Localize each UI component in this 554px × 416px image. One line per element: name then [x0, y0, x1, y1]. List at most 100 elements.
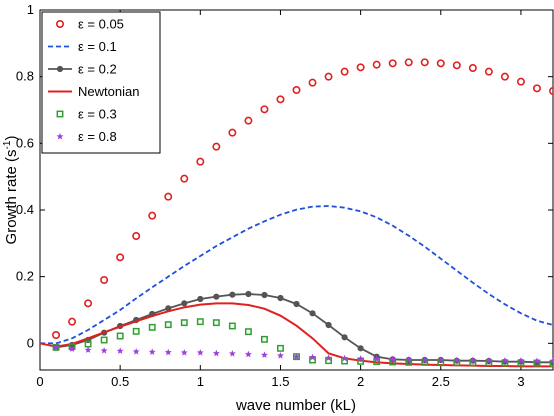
legend-entry: ε = 0.3 — [56, 107, 117, 122]
data-point — [181, 300, 188, 307]
data-point — [212, 142, 221, 151]
legend-label: ε = 0.05 — [78, 17, 124, 32]
data-point — [356, 63, 365, 72]
legend-label: ε = 0.1 — [78, 39, 117, 54]
data-point — [341, 334, 348, 341]
data-point — [196, 157, 205, 166]
data-point — [405, 356, 413, 363]
data-point — [132, 232, 141, 241]
data-point — [100, 336, 108, 344]
legend-entry: ε = 0.1 — [48, 39, 117, 54]
legend-label: ε = 0.3 — [78, 107, 117, 122]
data-point — [132, 327, 140, 335]
data-point — [325, 321, 332, 329]
y-tick-label: 1 — [27, 2, 34, 17]
x-tick-label: 0.5 — [111, 374, 129, 389]
legend-label: ε = 0.2 — [78, 62, 117, 77]
data-point — [324, 72, 333, 81]
data-point — [244, 328, 252, 336]
legend-marker — [56, 65, 64, 73]
data-point — [276, 95, 285, 104]
data-point — [261, 351, 268, 358]
y-axis: 0 0.2 0.4 0.6 0.8 1 — [16, 2, 553, 350]
y-tick-label: 0.6 — [16, 135, 34, 150]
series-0 — [52, 58, 553, 339]
data-point — [84, 299, 93, 308]
x-axis: 0 0.5 1 1.5 2 2.5 3 — [36, 10, 525, 389]
series-line — [40, 302, 553, 368]
series-2 — [52, 290, 553, 366]
data-point — [164, 321, 172, 329]
data-point — [357, 345, 364, 352]
legend-box — [41, 11, 161, 154]
data-point — [373, 355, 381, 362]
y-axis-label-superscript: -1 — [2, 140, 13, 149]
legend-entry: ε = 0.05 — [55, 17, 124, 32]
data-point — [260, 335, 268, 343]
data-point — [437, 356, 445, 363]
series-1 — [40, 205, 553, 345]
data-point — [197, 295, 204, 303]
legend-entry: ε = 0.8 — [56, 129, 117, 144]
data-point — [180, 349, 188, 356]
data-point — [292, 86, 301, 95]
y-axis-label-main: Growth rate (s — [3, 149, 20, 244]
data-point — [244, 350, 252, 358]
data-point — [245, 290, 252, 298]
data-point — [532, 84, 541, 93]
series-5 — [52, 343, 553, 364]
data-point — [164, 192, 173, 201]
data-point — [533, 357, 541, 364]
data-point — [84, 346, 92, 353]
data-point — [517, 357, 525, 364]
data-point — [212, 349, 220, 357]
series-layer — [40, 58, 553, 368]
data-point — [228, 322, 236, 330]
data-point — [164, 348, 172, 356]
data-point — [277, 344, 284, 352]
data-point — [308, 78, 317, 87]
data-point — [500, 72, 509, 81]
data-point — [100, 275, 109, 284]
x-tick-label: 2.5 — [432, 374, 450, 389]
data-point — [132, 348, 140, 355]
data-point — [180, 174, 189, 183]
data-point — [244, 116, 253, 125]
data-point — [52, 330, 61, 339]
legend-label: ε = 0.8 — [78, 129, 117, 144]
y-tick-label: 0 — [27, 335, 34, 350]
data-point — [293, 353, 300, 360]
x-tick-label: 1 — [197, 374, 204, 389]
data-point — [468, 64, 477, 73]
legend-entry: ε = 0.2 — [48, 62, 117, 77]
data-point — [357, 355, 365, 362]
legend-label: Newtonian — [78, 84, 139, 99]
y-axis-label: Growth rate (s-1) — [2, 136, 20, 245]
data-point — [436, 59, 445, 68]
data-point — [340, 67, 349, 76]
y-tick-label: 0.4 — [16, 202, 34, 217]
y-tick-label: 0.8 — [16, 69, 34, 84]
data-point — [420, 58, 429, 67]
data-point — [549, 357, 553, 364]
legend-marker — [55, 19, 64, 28]
data-point — [213, 293, 220, 300]
data-point — [516, 77, 525, 86]
legend-marker — [56, 110, 64, 118]
data-point — [404, 58, 413, 67]
data-point — [261, 291, 268, 299]
x-tick-label: 0 — [36, 374, 43, 389]
data-point — [116, 347, 124, 354]
data-point — [309, 353, 316, 361]
data-point — [325, 354, 332, 361]
data-point — [389, 355, 397, 363]
data-point — [260, 105, 269, 114]
data-point — [501, 357, 509, 364]
x-tick-label: 3 — [517, 374, 524, 389]
data-point — [212, 319, 220, 327]
data-point — [277, 294, 284, 302]
data-point — [52, 343, 60, 351]
data-point — [148, 348, 156, 355]
data-point — [453, 356, 461, 364]
